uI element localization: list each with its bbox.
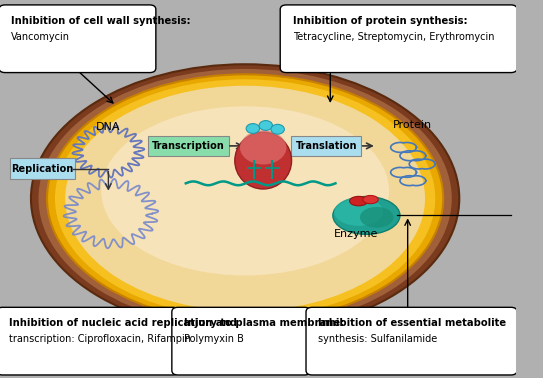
Text: DNA: DNA xyxy=(96,122,121,132)
Ellipse shape xyxy=(235,132,292,189)
Text: Inhibition of cell wall synthesis:: Inhibition of cell wall synthesis: xyxy=(11,16,191,26)
Text: Protein: Protein xyxy=(393,120,432,130)
FancyBboxPatch shape xyxy=(0,307,179,375)
Ellipse shape xyxy=(333,197,400,234)
Text: Replication: Replication xyxy=(11,164,73,174)
FancyBboxPatch shape xyxy=(148,136,229,156)
Ellipse shape xyxy=(65,86,425,311)
Circle shape xyxy=(246,124,260,133)
Ellipse shape xyxy=(39,69,452,328)
Text: Tetracycline, Streptomycin, Erythromycin: Tetracycline, Streptomycin, Erythromycin xyxy=(293,32,494,42)
Text: transcription: Ciprofloxacin, Rifampin: transcription: Ciprofloxacin, Rifampin xyxy=(9,334,191,344)
Text: Vancomycin: Vancomycin xyxy=(11,32,71,42)
FancyBboxPatch shape xyxy=(0,5,156,73)
Ellipse shape xyxy=(360,207,394,228)
Ellipse shape xyxy=(240,130,286,164)
Text: Transcription: Transcription xyxy=(152,141,225,151)
Ellipse shape xyxy=(363,195,378,204)
FancyBboxPatch shape xyxy=(306,307,517,375)
Text: Inhibition of nucleic acid replication and: Inhibition of nucleic acid replication a… xyxy=(9,318,237,328)
Ellipse shape xyxy=(350,197,368,206)
Text: synthesis: Sulfanilamide: synthesis: Sulfanilamide xyxy=(318,334,438,344)
Circle shape xyxy=(259,121,273,130)
Ellipse shape xyxy=(101,106,389,276)
Circle shape xyxy=(271,124,285,134)
Ellipse shape xyxy=(334,197,383,226)
Ellipse shape xyxy=(55,79,435,318)
FancyBboxPatch shape xyxy=(280,5,517,73)
Text: Translation: Translation xyxy=(295,141,357,151)
FancyBboxPatch shape xyxy=(10,158,75,179)
Text: Inhibition of essential metabolite: Inhibition of essential metabolite xyxy=(318,318,507,328)
Text: Inhibition of protein synthesis:: Inhibition of protein synthesis: xyxy=(293,16,467,26)
FancyBboxPatch shape xyxy=(172,307,311,375)
Text: Enzyme: Enzyme xyxy=(334,229,378,239)
FancyBboxPatch shape xyxy=(291,136,361,156)
Ellipse shape xyxy=(31,64,459,333)
Text: Polymyxin B: Polymyxin B xyxy=(184,334,244,344)
Ellipse shape xyxy=(47,74,443,322)
Text: Injury to plasma membrane:: Injury to plasma membrane: xyxy=(184,318,344,328)
